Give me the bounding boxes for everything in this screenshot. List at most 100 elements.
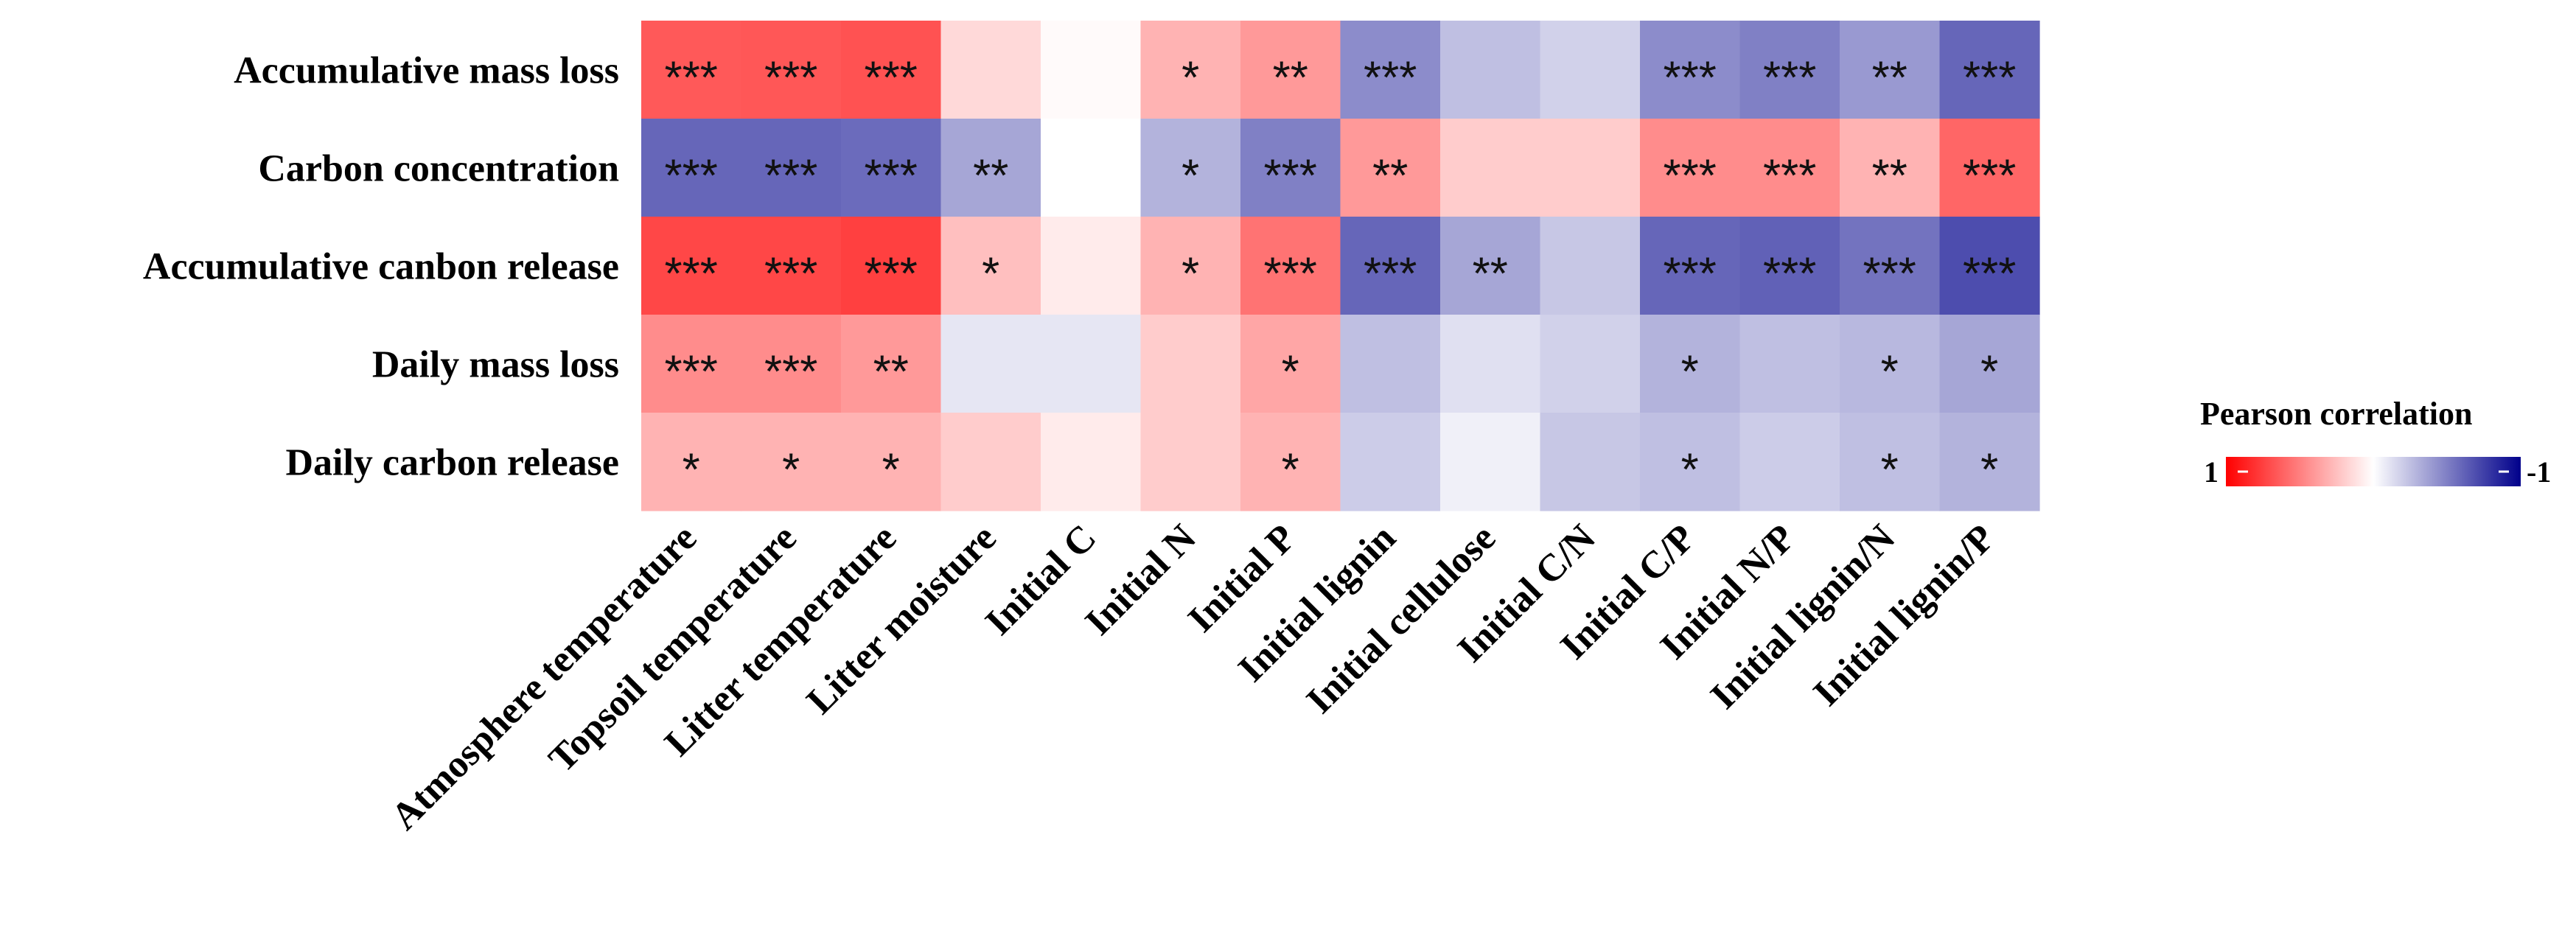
significance-label: *** <box>764 347 817 398</box>
heatmap-cell <box>1739 315 1840 413</box>
heatmap-cell <box>841 119 942 217</box>
significance-label: * <box>782 445 800 496</box>
heatmap-cell <box>641 217 742 315</box>
row-label: Daily mass loss <box>372 344 619 386</box>
heatmap-cell <box>1739 21 1840 119</box>
heatmap-cell <box>641 21 742 119</box>
heatmap-cell <box>841 315 942 413</box>
column-label: Initial lignin/P <box>1806 517 2003 714</box>
significance-label: *** <box>1863 249 1916 300</box>
heatmap-cell <box>1240 217 1341 315</box>
heatmap-cell <box>1240 315 1341 413</box>
heatmap-cell <box>1939 21 2040 119</box>
heatmap-cell <box>940 119 1041 217</box>
heatmap-cell <box>1640 413 1741 511</box>
heatmap-cell <box>841 217 942 315</box>
significance-label: *** <box>1264 249 1317 300</box>
heatmap-cell <box>1440 315 1541 413</box>
heatmap-cell <box>1540 21 1641 119</box>
significance-label: * <box>1881 347 1899 398</box>
heatmap-cell <box>1840 119 1941 217</box>
significance-label: *** <box>1763 249 1816 300</box>
significance-label: * <box>1181 249 1199 300</box>
heatmap-cell <box>741 413 842 511</box>
significance-label: * <box>1181 151 1199 202</box>
heatmap-cell <box>1140 413 1241 511</box>
heatmap-cell <box>1739 217 1840 315</box>
significance-label: ** <box>1473 249 1508 300</box>
heatmap-cell <box>1840 217 1941 315</box>
significance-label: ** <box>873 347 909 398</box>
significance-label: *** <box>764 249 817 300</box>
heatmap-cell <box>641 413 742 511</box>
legend-high-label: 1 <box>2204 455 2219 489</box>
significance-label: *** <box>1963 151 2016 202</box>
heatmap-cell <box>1540 413 1641 511</box>
heatmap-cell <box>1840 315 1941 413</box>
heatmap-cell <box>1440 21 1541 119</box>
heatmap-cell <box>1540 217 1641 315</box>
heatmap-cell <box>641 119 742 217</box>
heatmap-cell <box>1041 21 1142 119</box>
heatmap-cell <box>1041 315 1142 413</box>
heatmap-cell <box>1041 119 1142 217</box>
heatmap-cell <box>1939 413 2040 511</box>
heatmap-cell <box>1140 119 1241 217</box>
column-label: Initial C <box>977 517 1104 643</box>
heatmap-cell <box>1140 217 1241 315</box>
heatmap-cell <box>940 217 1041 315</box>
heatmap-cell <box>1840 413 1941 511</box>
legend: Pearson correlation 1 -1 <box>2200 396 2551 489</box>
significance-label: *** <box>865 151 918 202</box>
significance-label: *** <box>865 53 918 104</box>
significance-label: * <box>1681 445 1699 496</box>
heatmap-cell <box>841 21 942 119</box>
significance-label: ** <box>1372 151 1408 202</box>
heatmap-cell <box>1939 119 2040 217</box>
legend-title: Pearson correlation <box>2200 396 2472 432</box>
heatmap-cell <box>741 21 842 119</box>
heatmap-cell <box>1240 119 1341 217</box>
significance-label: *** <box>665 53 718 104</box>
heatmap-cell <box>1440 119 1541 217</box>
heatmap-cell <box>1939 315 2040 413</box>
heatmap-cell <box>1640 21 1741 119</box>
significance-label: * <box>1282 445 1299 496</box>
significance-label: *** <box>764 53 817 104</box>
heatmap-cells: *** *** *** * ** *** *** *** ** ****** *** *** ** * **… <box>641 21 2040 511</box>
column-label: Initial N <box>1078 517 1204 643</box>
significance-label: *** <box>1364 249 1417 300</box>
heatmap-cell <box>1739 119 1840 217</box>
significance-label: *** <box>1963 53 2016 104</box>
heatmap-cell <box>1739 413 1840 511</box>
heatmap-cell <box>1640 217 1741 315</box>
row-labels: Accumulative mass loss Carbon concentrati… <box>143 50 619 484</box>
row-label: Accumulative mass loss <box>234 50 619 92</box>
significance-label: *** <box>665 249 718 300</box>
significance-label: * <box>1681 347 1699 398</box>
significance-label: *** <box>665 151 718 202</box>
heatmap-cell <box>1140 21 1241 119</box>
significance-label: ** <box>1872 151 1907 202</box>
significance-label: *** <box>1664 249 1717 300</box>
heatmap-cell <box>1041 413 1142 511</box>
significance-label: *** <box>1364 53 1417 104</box>
heatmap-cell <box>841 413 942 511</box>
heatmap-cell <box>1340 217 1441 315</box>
significance-label: *** <box>764 151 817 202</box>
significance-label: ** <box>1872 53 1907 104</box>
heatmap-cell <box>1041 217 1142 315</box>
significance-label: *** <box>865 249 918 300</box>
heatmap-cell <box>741 217 842 315</box>
heatmap-cell <box>940 413 1041 511</box>
row-label: Daily carbon release <box>285 442 619 484</box>
significance-label: *** <box>1664 53 1717 104</box>
heatmap-cell <box>1240 413 1341 511</box>
significance-label: *** <box>665 347 718 398</box>
heatmap-cell <box>1240 21 1341 119</box>
significance-label: * <box>982 249 999 300</box>
significance-label: *** <box>1664 151 1717 202</box>
heatmap-cell <box>1939 217 2040 315</box>
significance-label: *** <box>1264 151 1317 202</box>
